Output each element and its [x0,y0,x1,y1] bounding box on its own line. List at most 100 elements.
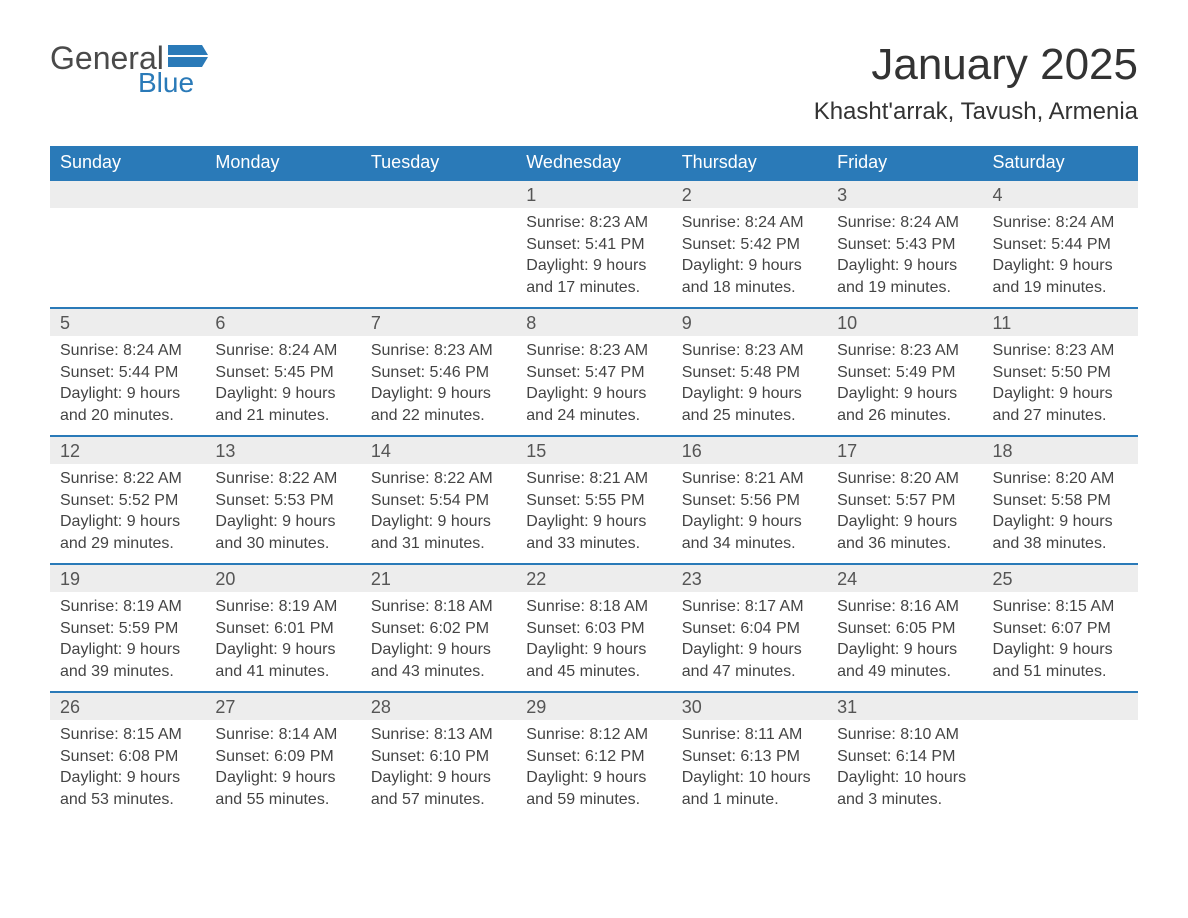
day-content: Sunrise: 8:24 AMSunset: 5:44 PMDaylight:… [983,208,1138,306]
day-number: 23 [672,565,827,592]
day-content: Sunrise: 8:15 AMSunset: 6:07 PMDaylight:… [983,592,1138,690]
sunrise-text: Sunrise: 8:20 AM [993,468,1128,490]
day-content: Sunrise: 8:23 AMSunset: 5:41 PMDaylight:… [516,208,671,306]
calendar-day-cell: 25Sunrise: 8:15 AMSunset: 6:07 PMDayligh… [983,564,1138,692]
calendar-day-cell: 22Sunrise: 8:18 AMSunset: 6:03 PMDayligh… [516,564,671,692]
daylight1-text: Daylight: 9 hours [993,639,1128,661]
sunset-text: Sunset: 5:50 PM [993,362,1128,384]
daylight2-text: and 41 minutes. [215,661,350,683]
day-content: Sunrise: 8:21 AMSunset: 5:56 PMDaylight:… [672,464,827,562]
sunrise-text: Sunrise: 8:23 AM [837,340,972,362]
sunrise-text: Sunrise: 8:23 AM [371,340,506,362]
daylight2-text: and 19 minutes. [993,277,1128,299]
sunset-text: Sunset: 6:14 PM [837,746,972,768]
daylight2-text: and 51 minutes. [993,661,1128,683]
daylight1-text: Daylight: 9 hours [682,639,817,661]
calendar-day-cell: 13Sunrise: 8:22 AMSunset: 5:53 PMDayligh… [205,436,360,564]
calendar-week-row: 12Sunrise: 8:22 AMSunset: 5:52 PMDayligh… [50,436,1138,564]
daylight1-text: Daylight: 9 hours [837,511,972,533]
daylight1-text: Daylight: 9 hours [526,511,661,533]
sunset-text: Sunset: 5:57 PM [837,490,972,512]
day-content: Sunrise: 8:11 AMSunset: 6:13 PMDaylight:… [672,720,827,818]
sunrise-text: Sunrise: 8:23 AM [526,212,661,234]
daylight1-text: Daylight: 9 hours [682,511,817,533]
day-content: Sunrise: 8:18 AMSunset: 6:02 PMDaylight:… [361,592,516,690]
sunset-text: Sunset: 5:41 PM [526,234,661,256]
daylight2-text: and 21 minutes. [215,405,350,427]
sunrise-text: Sunrise: 8:24 AM [837,212,972,234]
day-content: Sunrise: 8:17 AMSunset: 6:04 PMDaylight:… [672,592,827,690]
daylight1-text: Daylight: 10 hours [837,767,972,789]
daylight1-text: Daylight: 9 hours [371,639,506,661]
daylight2-text: and 33 minutes. [526,533,661,555]
daylight1-text: Daylight: 9 hours [371,511,506,533]
day-content: Sunrise: 8:14 AMSunset: 6:09 PMDaylight:… [205,720,360,818]
daylight1-text: Daylight: 9 hours [60,639,195,661]
sunset-text: Sunset: 6:08 PM [60,746,195,768]
logo-text-blue: Blue [138,67,208,99]
daylight1-text: Daylight: 9 hours [371,767,506,789]
calendar-day-cell: 29Sunrise: 8:12 AMSunset: 6:12 PMDayligh… [516,692,671,820]
sunset-text: Sunset: 5:53 PM [215,490,350,512]
daylight1-text: Daylight: 9 hours [993,255,1128,277]
daylight2-text: and 30 minutes. [215,533,350,555]
sunrise-text: Sunrise: 8:13 AM [371,724,506,746]
day-content: Sunrise: 8:23 AMSunset: 5:47 PMDaylight:… [516,336,671,434]
sunset-text: Sunset: 6:09 PM [215,746,350,768]
daylight2-text: and 19 minutes. [837,277,972,299]
daylight1-text: Daylight: 9 hours [837,255,972,277]
day-content: Sunrise: 8:22 AMSunset: 5:53 PMDaylight:… [205,464,360,562]
day-number: 25 [983,565,1138,592]
calendar-day-cell [50,180,205,308]
calendar-day-cell: 16Sunrise: 8:21 AMSunset: 5:56 PMDayligh… [672,436,827,564]
daylight1-text: Daylight: 9 hours [682,383,817,405]
sunrise-text: Sunrise: 8:15 AM [993,596,1128,618]
sunset-text: Sunset: 6:05 PM [837,618,972,640]
sunrise-text: Sunrise: 8:23 AM [682,340,817,362]
daylight2-text: and 39 minutes. [60,661,195,683]
day-header: Tuesday [361,146,516,180]
day-number: 29 [516,693,671,720]
day-number [205,181,360,208]
sunrise-text: Sunrise: 8:20 AM [837,468,972,490]
day-number: 19 [50,565,205,592]
day-content: Sunrise: 8:24 AMSunset: 5:42 PMDaylight:… [672,208,827,306]
sunset-text: Sunset: 5:47 PM [526,362,661,384]
page-header: General Blue January 2025 Khasht'arrak, … [50,40,1138,126]
sunset-text: Sunset: 6:02 PM [371,618,506,640]
sunset-text: Sunset: 5:49 PM [837,362,972,384]
daylight1-text: Daylight: 9 hours [526,255,661,277]
sunrise-text: Sunrise: 8:19 AM [215,596,350,618]
day-content: Sunrise: 8:23 AMSunset: 5:49 PMDaylight:… [827,336,982,434]
calendar-day-cell: 19Sunrise: 8:19 AMSunset: 5:59 PMDayligh… [50,564,205,692]
sunrise-text: Sunrise: 8:12 AM [526,724,661,746]
calendar-day-cell: 8Sunrise: 8:23 AMSunset: 5:47 PMDaylight… [516,308,671,436]
sunrise-text: Sunrise: 8:18 AM [371,596,506,618]
calendar-day-cell: 24Sunrise: 8:16 AMSunset: 6:05 PMDayligh… [827,564,982,692]
calendar-week-row: 1Sunrise: 8:23 AMSunset: 5:41 PMDaylight… [50,180,1138,308]
daylight1-text: Daylight: 9 hours [526,639,661,661]
day-content: Sunrise: 8:23 AMSunset: 5:46 PMDaylight:… [361,336,516,434]
day-number: 15 [516,437,671,464]
day-number: 20 [205,565,360,592]
daylight2-text: and 57 minutes. [371,789,506,811]
daylight2-text: and 27 minutes. [993,405,1128,427]
day-number: 14 [361,437,516,464]
day-header: Sunday [50,146,205,180]
day-number: 18 [983,437,1138,464]
day-number: 9 [672,309,827,336]
daylight1-text: Daylight: 9 hours [837,639,972,661]
sunset-text: Sunset: 6:10 PM [371,746,506,768]
calendar-day-cell: 10Sunrise: 8:23 AMSunset: 5:49 PMDayligh… [827,308,982,436]
sunrise-text: Sunrise: 8:19 AM [60,596,195,618]
calendar-day-cell [205,180,360,308]
day-content: Sunrise: 8:24 AMSunset: 5:45 PMDaylight:… [205,336,360,434]
daylight2-text: and 18 minutes. [682,277,817,299]
day-number: 16 [672,437,827,464]
calendar-day-cell: 7Sunrise: 8:23 AMSunset: 5:46 PMDaylight… [361,308,516,436]
day-number: 11 [983,309,1138,336]
daylight2-text: and 20 minutes. [60,405,195,427]
calendar-day-cell: 15Sunrise: 8:21 AMSunset: 5:55 PMDayligh… [516,436,671,564]
sunset-text: Sunset: 6:04 PM [682,618,817,640]
calendar-day-cell: 18Sunrise: 8:20 AMSunset: 5:58 PMDayligh… [983,436,1138,564]
